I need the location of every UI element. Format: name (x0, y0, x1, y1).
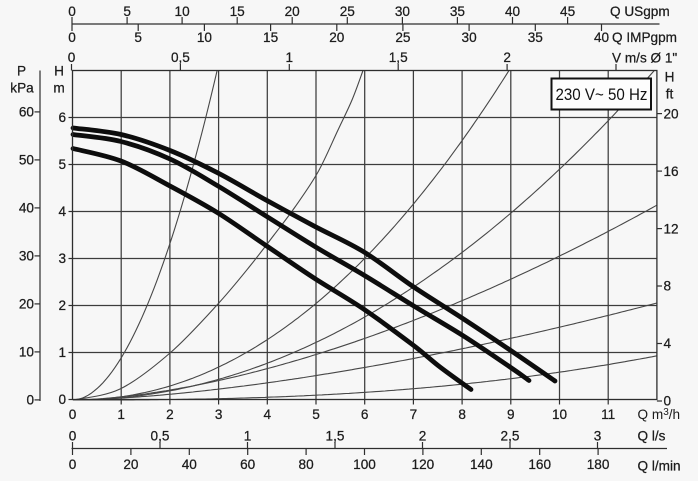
svg-text:0: 0 (68, 30, 76, 45)
svg-text:0: 0 (69, 429, 77, 444)
svg-text:7: 7 (410, 407, 418, 422)
svg-text:15: 15 (230, 4, 245, 19)
svg-text:160: 160 (528, 457, 551, 472)
svg-text:9: 9 (507, 407, 515, 422)
svg-text:1: 1 (286, 50, 294, 65)
svg-text:3: 3 (58, 251, 66, 266)
svg-text:6: 6 (361, 407, 369, 422)
svg-text:5: 5 (134, 30, 142, 45)
svg-text:2,5: 2,5 (501, 429, 520, 444)
svg-text:V m/s Ø 1": V m/s Ø 1" (612, 51, 677, 66)
svg-text:8: 8 (664, 279, 672, 294)
svg-text:Q l/s: Q l/s (638, 429, 666, 444)
svg-text:11: 11 (601, 407, 615, 422)
svg-text:10: 10 (197, 30, 213, 45)
svg-text:1,5: 1,5 (389, 50, 408, 65)
svg-text:30: 30 (19, 249, 35, 264)
svg-text:50: 50 (19, 153, 35, 168)
svg-text:5: 5 (58, 157, 66, 172)
svg-text:0: 0 (664, 394, 672, 409)
svg-text:2: 2 (503, 50, 511, 65)
svg-text:H: H (665, 70, 675, 85)
svg-text:40: 40 (505, 4, 521, 19)
svg-text:8: 8 (458, 407, 466, 422)
svg-text:12: 12 (664, 221, 679, 236)
svg-text:20: 20 (285, 4, 301, 19)
svg-text:1,5: 1,5 (326, 429, 345, 444)
svg-text:40: 40 (182, 457, 198, 472)
svg-text:P: P (17, 64, 26, 79)
svg-text:Q USgpm: Q USgpm (610, 4, 670, 19)
svg-text:2: 2 (166, 407, 174, 422)
svg-text:5: 5 (312, 407, 320, 422)
svg-text:3: 3 (594, 429, 602, 444)
svg-text:40: 40 (19, 201, 35, 216)
svg-text:1: 1 (117, 407, 125, 422)
svg-text:180: 180 (587, 457, 610, 472)
svg-text:0: 0 (58, 392, 66, 407)
svg-text:35: 35 (450, 4, 465, 19)
svg-text:1: 1 (244, 429, 252, 444)
svg-text:4: 4 (264, 407, 272, 422)
svg-text:20: 20 (123, 457, 139, 472)
svg-text:5: 5 (123, 4, 131, 19)
svg-text:2: 2 (419, 429, 427, 444)
svg-text:0: 0 (69, 407, 77, 422)
svg-text:15: 15 (263, 30, 278, 45)
svg-text:60: 60 (240, 457, 256, 472)
svg-text:10: 10 (552, 407, 568, 422)
svg-text:ft: ft (666, 87, 674, 102)
svg-text:10: 10 (175, 4, 191, 19)
svg-text:m: m (53, 81, 64, 96)
svg-text:25: 25 (340, 4, 355, 19)
svg-text:0: 0 (26, 393, 34, 408)
svg-text:20: 20 (19, 297, 35, 312)
svg-text:25: 25 (395, 30, 410, 45)
svg-text:100: 100 (353, 457, 376, 472)
svg-text:230 V~ 50 Hz: 230 V~ 50 Hz (556, 85, 648, 104)
svg-text:1: 1 (58, 345, 66, 360)
svg-text:2: 2 (58, 298, 66, 313)
svg-text:140: 140 (470, 457, 493, 472)
svg-text:20: 20 (664, 106, 680, 121)
svg-text:20: 20 (329, 30, 345, 45)
svg-text:Q m3/h: Q m3/h (638, 407, 681, 422)
svg-text:Q IMPgpm: Q IMPgpm (612, 30, 677, 45)
svg-text:0: 0 (68, 4, 76, 19)
svg-text:120: 120 (412, 457, 435, 472)
svg-text:4: 4 (58, 204, 66, 219)
svg-text:80: 80 (299, 457, 315, 472)
svg-text:H: H (54, 64, 64, 79)
svg-text:40: 40 (594, 30, 610, 45)
svg-text:3: 3 (215, 407, 223, 422)
svg-text:60: 60 (19, 105, 35, 120)
svg-text:kPa: kPa (10, 81, 34, 96)
svg-text:0,5: 0,5 (151, 429, 170, 444)
svg-text:4: 4 (664, 336, 672, 351)
svg-text:10: 10 (19, 345, 35, 360)
svg-text:0: 0 (68, 50, 76, 65)
svg-text:Q l/min: Q l/min (638, 459, 681, 474)
svg-text:30: 30 (395, 4, 411, 19)
svg-text:16: 16 (664, 164, 679, 179)
svg-text:6: 6 (58, 110, 66, 125)
svg-text:0: 0 (69, 457, 77, 472)
svg-text:45: 45 (560, 4, 575, 19)
svg-text:0,5: 0,5 (171, 50, 190, 65)
svg-text:30: 30 (462, 30, 478, 45)
svg-text:35: 35 (528, 30, 543, 45)
